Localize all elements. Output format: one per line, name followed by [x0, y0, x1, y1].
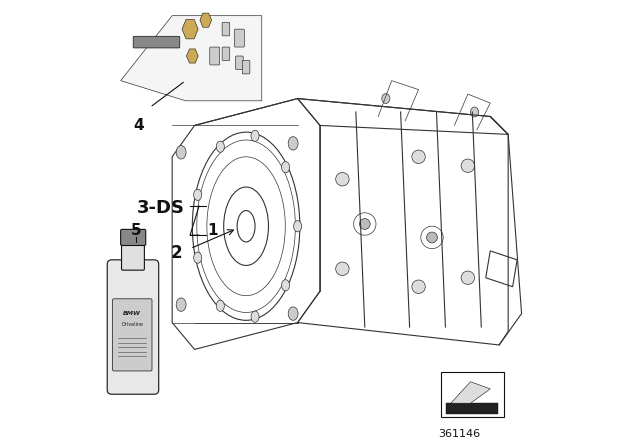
Ellipse shape — [282, 162, 289, 173]
Polygon shape — [186, 49, 198, 63]
Ellipse shape — [288, 307, 298, 320]
Polygon shape — [182, 19, 198, 39]
Ellipse shape — [288, 137, 298, 150]
Text: 5: 5 — [131, 223, 141, 238]
Text: Driveline: Driveline — [122, 322, 143, 327]
Polygon shape — [451, 382, 490, 403]
Polygon shape — [121, 16, 262, 101]
Ellipse shape — [176, 298, 186, 311]
FancyBboxPatch shape — [236, 56, 243, 69]
FancyBboxPatch shape — [108, 260, 159, 394]
FancyBboxPatch shape — [122, 241, 145, 270]
Ellipse shape — [194, 252, 202, 263]
FancyBboxPatch shape — [243, 60, 250, 74]
Circle shape — [461, 159, 475, 172]
Circle shape — [412, 280, 426, 293]
FancyBboxPatch shape — [133, 36, 180, 48]
Text: 3-DS: 3-DS — [136, 199, 184, 217]
Ellipse shape — [382, 94, 390, 103]
Circle shape — [427, 232, 437, 243]
Ellipse shape — [294, 221, 301, 232]
Ellipse shape — [282, 280, 289, 291]
Bar — [446, 403, 498, 414]
Text: 4: 4 — [133, 118, 144, 133]
Circle shape — [336, 262, 349, 276]
Circle shape — [461, 271, 475, 284]
Ellipse shape — [194, 189, 202, 200]
FancyBboxPatch shape — [210, 47, 220, 65]
Circle shape — [336, 172, 349, 186]
Bar — [441, 372, 504, 417]
Text: 361146: 361146 — [438, 429, 480, 439]
FancyBboxPatch shape — [121, 229, 146, 246]
FancyBboxPatch shape — [222, 47, 230, 60]
Ellipse shape — [216, 141, 225, 152]
FancyBboxPatch shape — [234, 29, 244, 47]
Ellipse shape — [251, 130, 259, 142]
Circle shape — [360, 219, 370, 229]
FancyBboxPatch shape — [113, 299, 152, 371]
Polygon shape — [200, 13, 212, 27]
Ellipse shape — [470, 107, 479, 117]
Ellipse shape — [251, 311, 259, 322]
FancyBboxPatch shape — [222, 22, 230, 36]
Ellipse shape — [176, 146, 186, 159]
Ellipse shape — [216, 300, 225, 311]
Circle shape — [412, 150, 426, 164]
Text: BMW: BMW — [124, 311, 141, 316]
Text: 1: 1 — [207, 223, 218, 238]
Text: 2: 2 — [171, 244, 182, 262]
